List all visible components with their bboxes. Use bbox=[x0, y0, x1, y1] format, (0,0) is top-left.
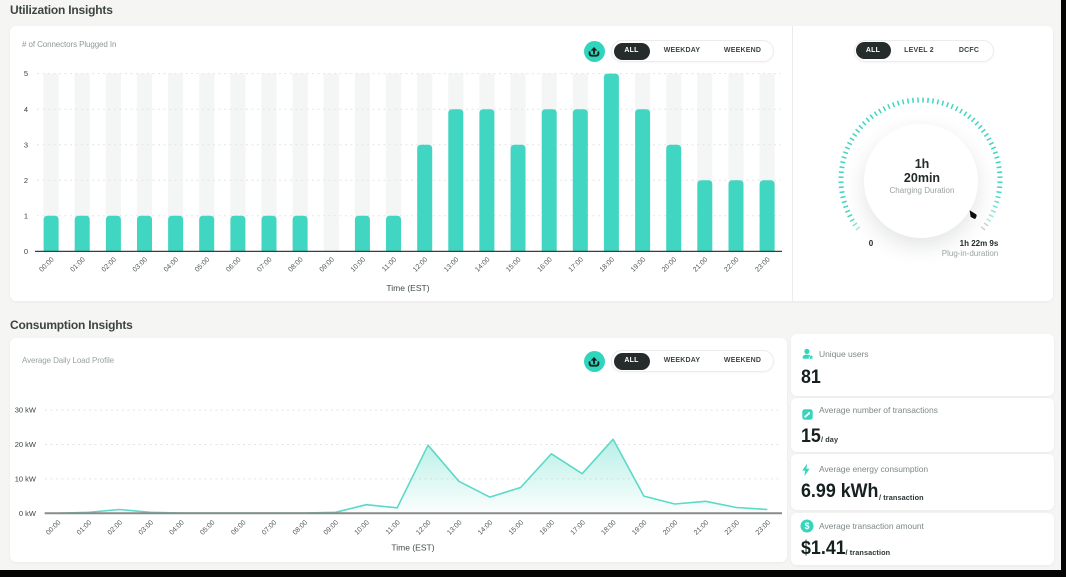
svg-text:20:00: 20:00 bbox=[662, 519, 679, 536]
svg-text:22:00: 22:00 bbox=[723, 256, 740, 273]
svg-text:18:00: 18:00 bbox=[599, 256, 616, 273]
svg-text:21:00: 21:00 bbox=[692, 256, 709, 273]
svg-text:Time (EST): Time (EST) bbox=[386, 283, 429, 293]
svg-text:21:00: 21:00 bbox=[693, 519, 710, 536]
svg-text:0 kW: 0 kW bbox=[19, 509, 37, 518]
svg-text:14:00: 14:00 bbox=[474, 256, 491, 273]
svg-text:14:00: 14:00 bbox=[477, 519, 494, 536]
svg-text:18:00: 18:00 bbox=[600, 519, 617, 536]
svg-text:07:00: 07:00 bbox=[261, 519, 278, 536]
svg-text:03:00: 03:00 bbox=[138, 519, 155, 536]
svg-text:5: 5 bbox=[24, 69, 28, 78]
svg-text:Time (EST): Time (EST) bbox=[391, 543, 434, 553]
svg-text:16:00: 16:00 bbox=[536, 256, 553, 273]
svg-text:23:00: 23:00 bbox=[755, 519, 772, 536]
svg-text:09:00: 09:00 bbox=[323, 519, 340, 536]
svg-text:15:00: 15:00 bbox=[505, 256, 522, 273]
svg-text:11:00: 11:00 bbox=[381, 256, 398, 273]
svg-text:12:00: 12:00 bbox=[415, 519, 432, 536]
svg-text:12:00: 12:00 bbox=[412, 256, 429, 273]
svg-text:05:00: 05:00 bbox=[199, 519, 216, 536]
svg-text:17:00: 17:00 bbox=[568, 256, 585, 273]
svg-text:13:00: 13:00 bbox=[443, 256, 460, 273]
svg-text:00:00: 00:00 bbox=[45, 519, 62, 536]
svg-text:16:00: 16:00 bbox=[539, 519, 556, 536]
svg-text:02:00: 02:00 bbox=[101, 256, 118, 273]
svg-text:20 kW: 20 kW bbox=[15, 440, 37, 449]
svg-text:1: 1 bbox=[24, 211, 28, 220]
svg-text:3: 3 bbox=[24, 140, 28, 149]
svg-text:22:00: 22:00 bbox=[724, 519, 741, 536]
svg-text:11:00: 11:00 bbox=[385, 519, 402, 536]
svg-text:09:00: 09:00 bbox=[319, 256, 336, 273]
svg-text:$: $ bbox=[804, 521, 809, 531]
svg-text:05:00: 05:00 bbox=[194, 256, 211, 273]
svg-text:06:00: 06:00 bbox=[230, 519, 247, 536]
svg-text:10:00: 10:00 bbox=[350, 256, 367, 273]
svg-text:0: 0 bbox=[24, 247, 28, 256]
svg-text:08:00: 08:00 bbox=[287, 256, 304, 273]
svg-text:10 kW: 10 kW bbox=[15, 475, 37, 484]
svg-text:20:00: 20:00 bbox=[661, 256, 678, 273]
svg-text:10:00: 10:00 bbox=[354, 519, 371, 536]
svg-text:02:00: 02:00 bbox=[107, 519, 124, 536]
svg-text:4: 4 bbox=[24, 105, 28, 114]
svg-text:30 kW: 30 kW bbox=[15, 406, 37, 415]
svg-text:08:00: 08:00 bbox=[292, 519, 309, 536]
svg-text:03:00: 03:00 bbox=[132, 256, 149, 273]
svg-text:01:00: 01:00 bbox=[76, 519, 93, 536]
svg-text:01:00: 01:00 bbox=[69, 256, 86, 273]
svg-text:17:00: 17:00 bbox=[570, 519, 587, 536]
svg-text:23:00: 23:00 bbox=[754, 256, 771, 273]
svg-text:04:00: 04:00 bbox=[168, 519, 185, 536]
svg-text:04:00: 04:00 bbox=[163, 256, 180, 273]
svg-text:19:00: 19:00 bbox=[630, 256, 647, 273]
svg-text:00:00: 00:00 bbox=[38, 256, 55, 273]
svg-text:07:00: 07:00 bbox=[256, 256, 273, 273]
svg-text:2: 2 bbox=[24, 176, 28, 185]
svg-text:13:00: 13:00 bbox=[446, 519, 463, 536]
svg-text:19:00: 19:00 bbox=[631, 519, 648, 536]
svg-text:15:00: 15:00 bbox=[508, 519, 525, 536]
svg-text:06:00: 06:00 bbox=[225, 256, 242, 273]
